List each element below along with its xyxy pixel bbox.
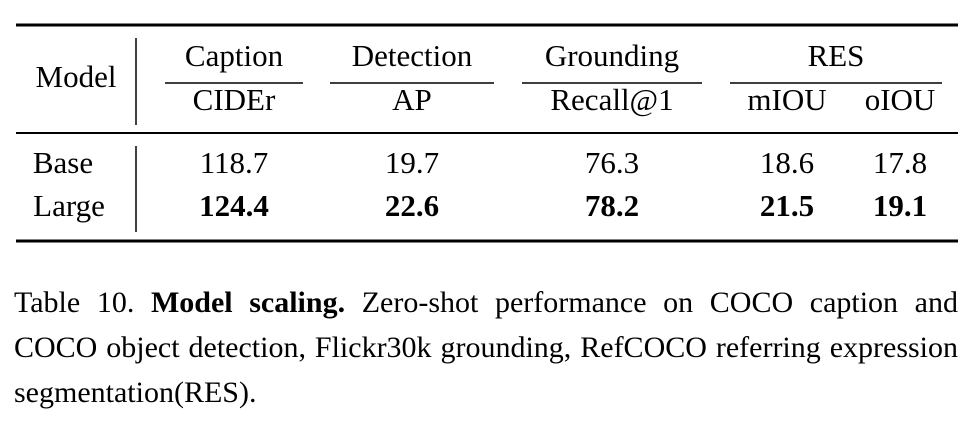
cell: 19.7 — [385, 145, 439, 180]
cell: 18.6 — [760, 145, 814, 180]
cell: 22.6 — [385, 188, 439, 223]
cell: 76.3 — [585, 145, 639, 180]
metric-header: Recall@1 — [550, 82, 673, 117]
caption-label: Table 10. — [14, 286, 135, 319]
cell: 21.5 — [760, 188, 814, 223]
cell: 118.7 — [200, 145, 269, 180]
row-label: Base — [33, 145, 93, 180]
cell: 78.2 — [585, 188, 639, 223]
group-header: Grounding — [545, 38, 679, 73]
group-header: Detection — [352, 38, 473, 73]
metric-header: AP — [392, 82, 432, 117]
metric-header: mIOU — [747, 82, 826, 117]
group-header: Caption — [185, 38, 284, 73]
metric-header: oIOU — [865, 82, 936, 117]
caption: Table 10. Model scaling. Zero-shot perfo… — [14, 280, 958, 415]
metric-header: CIDEr — [193, 82, 276, 117]
cell: 17.8 — [873, 145, 927, 180]
header-cell: Model — [36, 59, 117, 94]
group-header: RES — [808, 38, 865, 73]
caption-title: Model scaling. — [150, 286, 346, 319]
row-label: Large — [33, 188, 105, 223]
caption-text: Zero-shot performance on COCO caption an… — [14, 286, 958, 409]
cell: 19.1 — [873, 188, 927, 223]
table: Model Caption Detection Grounding RES CI… — [16, 23, 958, 243]
cell: 124.4 — [199, 188, 269, 223]
